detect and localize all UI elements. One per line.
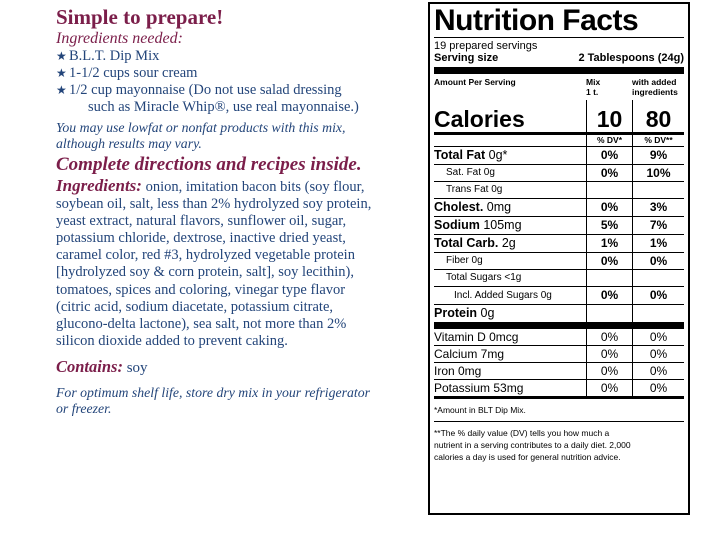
table-row: Fiber 0g: [434, 252, 586, 269]
servings-count: 19 prepared servings: [434, 40, 538, 52]
ingredients-needed-heading: Ingredients needed:: [56, 30, 183, 47]
nutrition-title: Nutrition Facts: [434, 4, 639, 37]
table-row: Sat. Fat 0g: [434, 164, 586, 181]
vitamin-table: Vitamin D 0mcg 0% 0% Calcium 7mg 0% 0% I…: [434, 329, 684, 396]
table-row: Iron 0mg: [434, 362, 586, 379]
contains-value: soy: [126, 359, 148, 376]
calories-mix: 10: [586, 100, 632, 132]
star-icon: ★: [56, 66, 67, 80]
calories-added: 80: [632, 100, 684, 132]
serving-size-value: 2 Tablespoons (24g): [578, 52, 684, 64]
table-row: Sodium 105mg: [434, 216, 586, 234]
ingredients-text: Ingredients: onion, imitation bacon bits…: [56, 176, 372, 349]
star-icon: ★: [56, 49, 67, 63]
nutrient-table: % DV* % DV** Total Fat 0g* 0% 9% Sat. Fa…: [434, 135, 684, 322]
calories-label: Calories: [434, 106, 525, 132]
table-row: Calcium 7mg: [434, 345, 586, 362]
table-row: Total Fat 0g*: [434, 146, 586, 164]
added-column-header: with added ingredients: [632, 77, 678, 97]
table-row: Potassium 53mg: [434, 379, 586, 396]
nutrition-grid: Amount Per Serving Mix 1 t. with added i…: [434, 74, 684, 132]
dv-added-header: % DV**: [632, 135, 684, 146]
table-row: Cholest. 0mg: [434, 198, 586, 216]
footnote-amount: *Amount in BLT Dip Mix.: [434, 405, 526, 415]
footnote-daily-value: **The % daily value (DV) tells you how m…: [434, 428, 631, 462]
table-row: Total Carb. 2g: [434, 234, 586, 252]
serving-size-row: Serving size 2 Tablespoons (24g): [434, 52, 684, 65]
dv-mix-header: % DV*: [586, 135, 632, 146]
storage-note: For optimum shelf life, store dry mix in…: [56, 384, 370, 416]
contains-line: Contains: soy: [56, 356, 421, 377]
amount-per-serving: Amount Per Serving: [434, 77, 516, 87]
table-row: Protein 0g: [434, 304, 586, 322]
lowfat-note: You may use lowfat or nonfat products wi…: [56, 120, 346, 151]
table-row: Total Sugars <1g: [434, 269, 586, 286]
ingredients-label: Ingredients:: [56, 176, 142, 195]
table-row: Incl. Added Sugars 0g: [434, 286, 586, 304]
list-item: ★ B.L.T. Dip Mix: [56, 48, 160, 64]
star-icon: ★: [56, 83, 67, 97]
directions-heading: Complete directions and recipes inside.: [56, 154, 362, 175]
table-row: Trans Fat 0g: [434, 181, 586, 198]
product-description: Simple to prepare! Ingredients needed: ★…: [56, 4, 421, 417]
contains-label: Contains:: [56, 356, 123, 376]
nutrition-facts-panel: Nutrition Facts 19 prepared servings Ser…: [428, 2, 690, 515]
list-item-continuation: such as Miracle Whip®, use real mayonnai…: [88, 99, 359, 115]
serving-size-label: Serving size: [434, 52, 499, 64]
mix-column-header: Mix 1 t.: [586, 77, 601, 97]
list-item: ★ 1/2 cup mayonnaise (Do not use salad dr…: [56, 82, 342, 98]
list-item: ★ 1-1/2 cups sour cream: [56, 65, 198, 81]
prep-title: Simple to prepare!: [56, 5, 224, 29]
table-row: Vitamin D 0mcg: [434, 330, 519, 344]
